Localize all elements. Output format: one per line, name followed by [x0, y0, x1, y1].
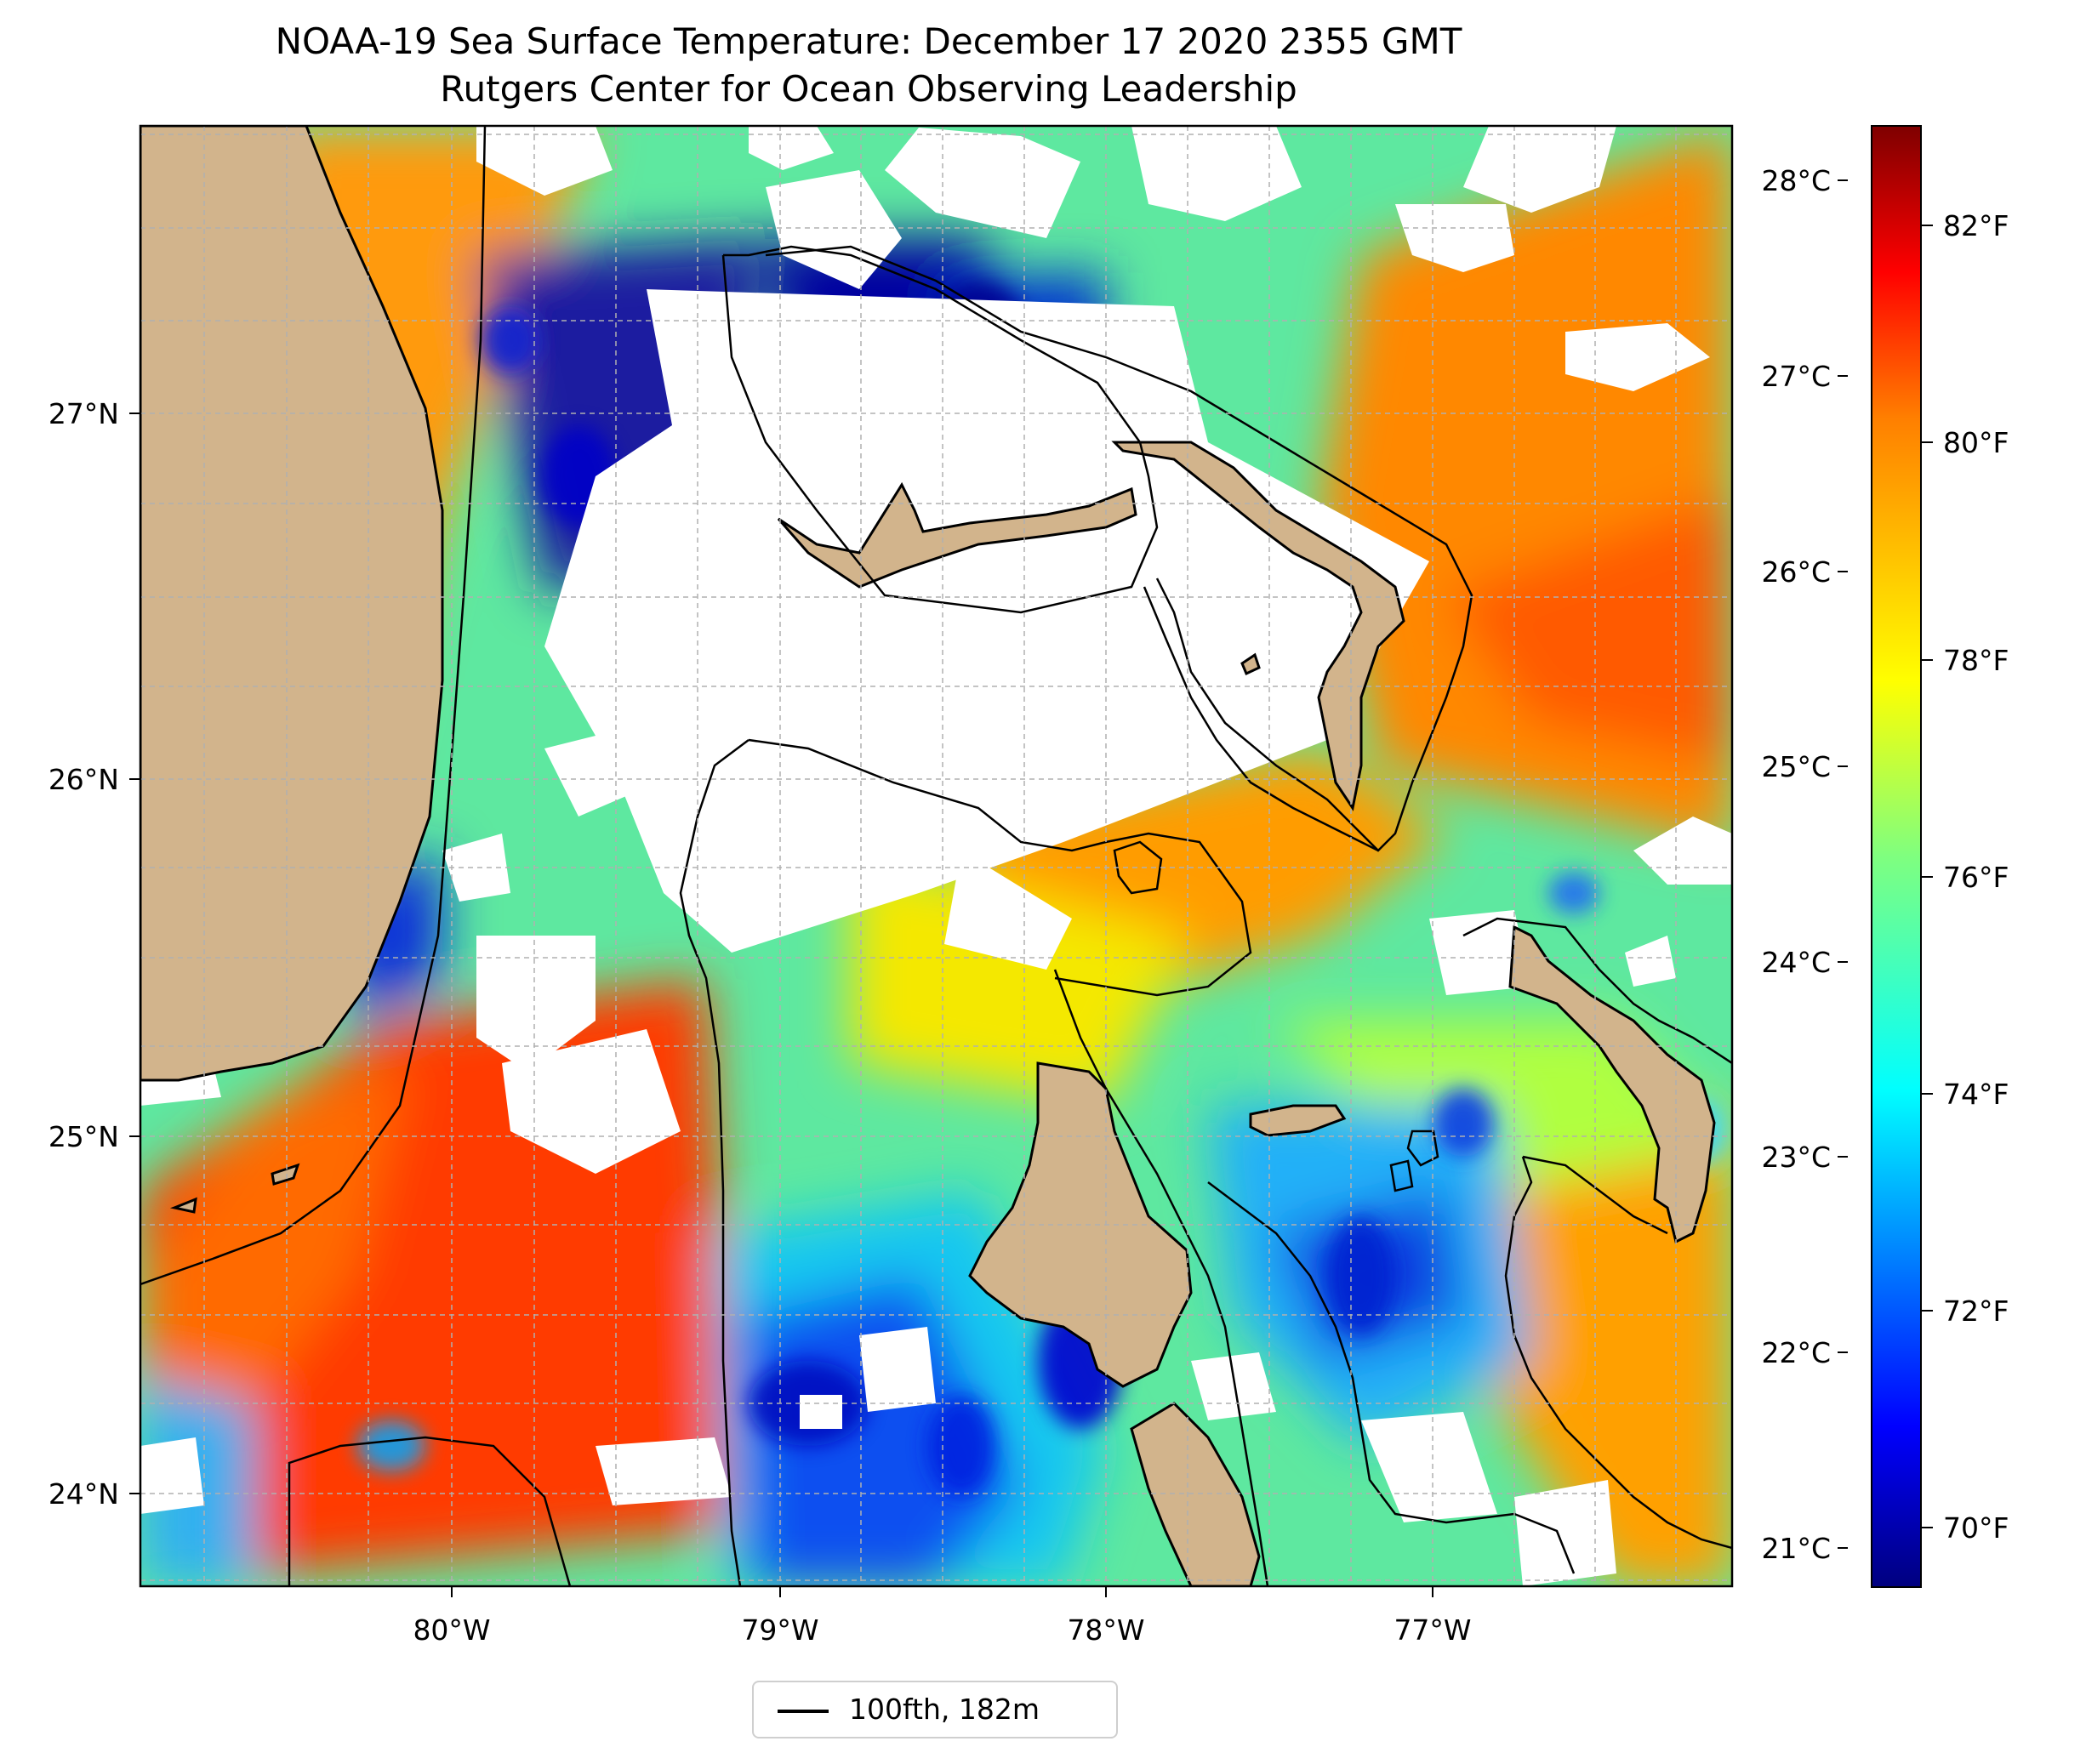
- celsius-label: 22°C: [1761, 1336, 1831, 1369]
- map-subtitle: Rutgers Center for Ocean Observing Leade…: [440, 68, 1297, 110]
- fahrenheit-label: 74°F: [1943, 1078, 2009, 1111]
- lon-label: 79°W: [741, 1613, 818, 1647]
- fahrenheit-label: 72°F: [1943, 1295, 2009, 1328]
- legend: 100fth, 182m: [752, 1681, 1118, 1738]
- celsius-label: 23°C: [1761, 1141, 1831, 1174]
- fahrenheit-label: 76°F: [1943, 861, 2009, 894]
- legend-label: 100fth, 182m: [849, 1693, 1040, 1726]
- lon-label: 80°W: [413, 1613, 490, 1647]
- fahrenheit-label: 78°F: [1943, 644, 2009, 677]
- celsius-label: 24°C: [1761, 946, 1831, 979]
- gridlines: [140, 126, 1732, 1586]
- celsius-label: 28°C: [1761, 164, 1831, 197]
- fahrenheit-label: 70°F: [1943, 1511, 2009, 1545]
- celsius-label: 27°C: [1761, 360, 1831, 393]
- lon-label: 78°W: [1067, 1613, 1144, 1647]
- legend-line-swatch: [778, 1710, 829, 1713]
- celsius-label: 21°C: [1761, 1532, 1831, 1565]
- fahrenheit-ticks: [1921, 225, 1933, 1528]
- lat-label: 24°N: [48, 1477, 119, 1511]
- lat-label: 26°N: [48, 763, 119, 796]
- fahrenheit-label: 82°F: [1943, 209, 2009, 242]
- celsius-label: 25°C: [1761, 750, 1831, 783]
- lat-label: 27°N: [48, 397, 119, 430]
- lon-label: 77°W: [1394, 1613, 1471, 1647]
- map-title: NOAA-19 Sea Surface Temperature: Decembe…: [275, 20, 1462, 62]
- fahrenheit-label: 80°F: [1943, 426, 2009, 459]
- land-masses: [140, 126, 1716, 1586]
- lat-label: 25°N: [48, 1120, 119, 1153]
- colorbar: [1871, 125, 1922, 1588]
- map-frame: [139, 124, 1734, 1588]
- axis-ticks: [129, 413, 1433, 1597]
- celsius-ticks: [1838, 179, 1848, 1549]
- celsius-label: 26°C: [1761, 555, 1831, 589]
